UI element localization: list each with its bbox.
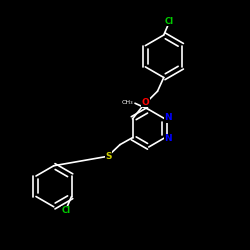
Text: CH₃: CH₃ — [121, 100, 133, 104]
Text: N: N — [164, 134, 172, 143]
Text: O: O — [142, 98, 150, 107]
Text: N: N — [164, 114, 172, 122]
Text: Cl: Cl — [61, 206, 70, 215]
Text: S: S — [106, 152, 112, 161]
Text: Cl: Cl — [165, 17, 174, 26]
